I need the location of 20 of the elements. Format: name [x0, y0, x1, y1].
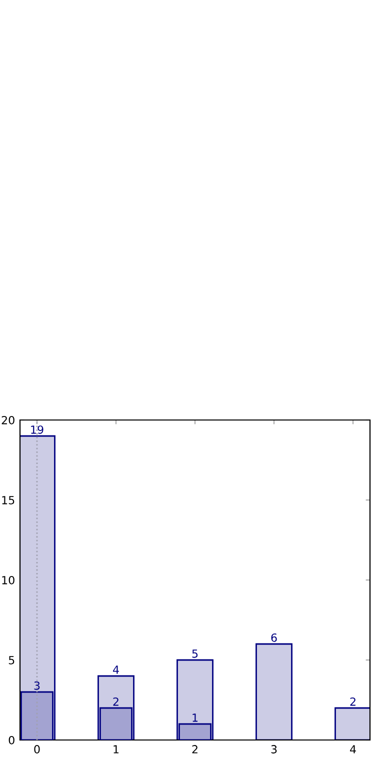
x-tick-label: 1 [114, 745, 118, 754]
data-label: 19 [31, 425, 44, 434]
data-label: 2 [113, 697, 118, 706]
data-label: 5 [192, 650, 198, 658]
data-label: 2 [350, 697, 356, 706]
bar [256, 643, 292, 740]
data-label: 6 [271, 633, 277, 642]
data-label: 4 [113, 666, 119, 674]
x-tick-label: 2 [192, 745, 198, 754]
data-label: 1 [192, 714, 198, 722]
x-tick-label: 4 [350, 745, 356, 754]
data-label: 3 [34, 681, 40, 690]
y-tick-label: 10 [2, 576, 14, 584]
y-tick-label: 15 [2, 496, 14, 504]
x-tick-label: 3 [271, 745, 277, 754]
y-tick-label: 20 [2, 416, 14, 424]
bar [334, 707, 370, 740]
y-tick-label: 5 [8, 656, 14, 664]
y-tick-label: 0 [8, 736, 14, 744]
x-tick-label: 0 [34, 745, 40, 754]
